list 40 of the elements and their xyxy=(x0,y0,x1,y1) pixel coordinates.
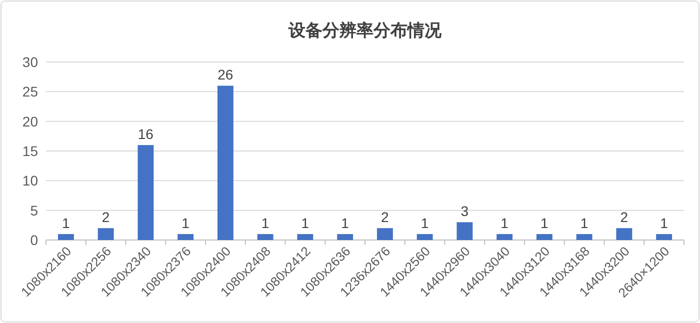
bar xyxy=(576,234,592,240)
y-tick-label: 10 xyxy=(22,172,38,189)
bar xyxy=(297,234,314,240)
bar xyxy=(456,222,473,240)
data-label: 1 xyxy=(62,215,70,232)
bar xyxy=(138,145,154,240)
bar xyxy=(536,234,552,240)
data-label: 1 xyxy=(301,215,310,232)
data-label: 3 xyxy=(460,203,469,220)
bar xyxy=(376,228,393,240)
bar xyxy=(616,228,632,240)
chart-title: 设备分辨率分布情况 xyxy=(288,21,442,40)
bar xyxy=(217,86,234,240)
y-tick-label: 20 xyxy=(22,113,38,130)
data-label: 1 xyxy=(261,215,270,232)
bar xyxy=(656,234,672,240)
y-tick-label: 0 xyxy=(30,232,38,248)
data-label: 2 xyxy=(381,209,390,226)
data-label: 1 xyxy=(580,215,588,232)
y-tick-label: 30 xyxy=(22,54,38,70)
data-label: 2 xyxy=(620,209,628,226)
bar xyxy=(496,234,513,240)
data-label: 2 xyxy=(102,209,110,226)
data-label: 1 xyxy=(500,215,509,232)
bar xyxy=(58,234,74,240)
data-label: 16 xyxy=(138,126,154,142)
bar xyxy=(178,234,194,240)
data-label: 26 xyxy=(218,66,234,83)
data-label: 1 xyxy=(182,215,190,232)
data-label: 1 xyxy=(341,215,350,232)
data-label: 1 xyxy=(660,215,668,232)
y-tick-label: 15 xyxy=(22,143,38,159)
data-label: 1 xyxy=(540,215,549,232)
bar xyxy=(98,228,114,240)
y-tick-label: 25 xyxy=(22,84,38,100)
bar xyxy=(257,234,274,240)
bar xyxy=(416,234,433,240)
bar xyxy=(337,234,354,240)
y-tick-label: 5 xyxy=(30,202,38,218)
data-label: 1 xyxy=(420,215,429,232)
